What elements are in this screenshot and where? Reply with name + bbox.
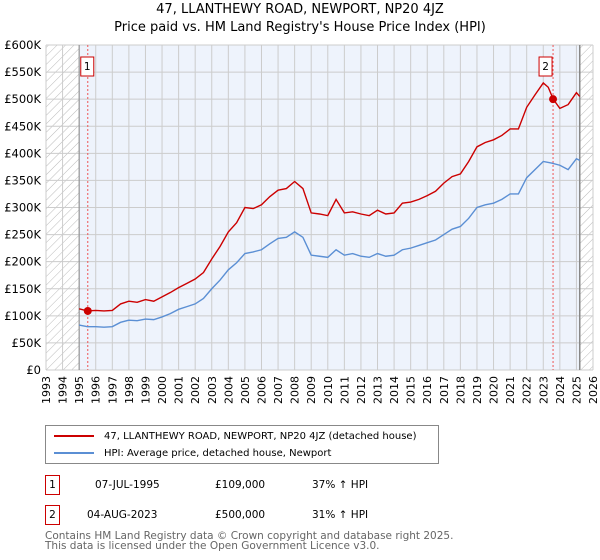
- sale-point: [549, 95, 558, 104]
- x-tick-label: 1994: [57, 376, 70, 404]
- y-tick-label: £600K: [4, 38, 41, 52]
- sale-label: 1: [84, 61, 91, 73]
- y-tick-label: £350K: [4, 173, 41, 187]
- x-tick-label: 2026: [587, 376, 600, 404]
- x-tick-label: 2012: [355, 376, 368, 404]
- legend-blue-line: [54, 452, 94, 454]
- sale-hpi: 31% ↑ HPI: [312, 509, 369, 521]
- footer: Contains HM Land Registry data © Crown c…: [45, 530, 454, 552]
- sale-price: £109,000: [215, 479, 266, 491]
- sale-date: 07-JUL-1995: [95, 479, 160, 491]
- x-tick-label: 2000: [156, 376, 169, 404]
- x-tick-label: 2025: [570, 376, 583, 404]
- sale-row-2: 2 04-AUG-2023 £500,000 31% ↑ HPI: [45, 505, 465, 525]
- x-tick-label: 2001: [173, 376, 186, 404]
- chart-subtitle: Price paid vs. HM Land Registry's House …: [114, 20, 486, 35]
- sale-badge: 1: [45, 475, 60, 495]
- y-tick-label: £100K: [4, 309, 41, 323]
- x-tick-label: 1995: [73, 376, 86, 404]
- y-tick-label: £200K: [4, 255, 41, 269]
- x-tick-label: 2014: [388, 376, 401, 404]
- y-tick-label: £0: [26, 363, 41, 377]
- x-tick-label: 2009: [305, 376, 318, 404]
- x-tick-label: 2007: [272, 376, 285, 404]
- y-tick-label: £150K: [4, 282, 41, 296]
- x-tick-label: 2022: [521, 376, 534, 404]
- legend-property: 47, LLANTHEWY ROAD, NEWPORT, NP20 4JZ (d…: [104, 430, 417, 442]
- x-tick-label: 2006: [255, 376, 268, 404]
- x-tick-label: 2010: [322, 376, 335, 404]
- sale-label-box: [538, 56, 553, 77]
- x-tick-label: 1998: [123, 376, 136, 404]
- chart-plot: 1993 1994 1995 1996 1997 1998 1999 2000 2001 2002…: [4, 38, 600, 404]
- x-tick-label: 2019: [471, 376, 484, 404]
- x-tick-label: 2017: [438, 376, 451, 404]
- x-tick-label: 1997: [106, 376, 119, 404]
- y-tick-label: £550K: [4, 65, 41, 79]
- x-tick-label: 2016: [421, 376, 434, 404]
- x-tick-label: 2002: [189, 376, 202, 404]
- x-tick-label: 2024: [554, 376, 567, 404]
- series-line-property: [78, 81, 581, 312]
- sale-row-1: 1 07-JUL-1995 £109,000 37% ↑ HPI: [45, 475, 465, 495]
- sale-point: [83, 306, 92, 315]
- x-tick-label: 2020: [488, 376, 501, 404]
- y-tick-label: £450K: [4, 119, 41, 133]
- x-tick-label: 2003: [206, 376, 219, 404]
- footer-line-2: This data is licensed under the Open Gov…: [45, 540, 380, 552]
- legend-hpi: HPI: Average price, detached house, Newp…: [104, 447, 332, 459]
- legend: 47, LLANTHEWY ROAD, NEWPORT, NP20 4JZ (d…: [45, 425, 439, 464]
- x-tick-label: 2013: [372, 376, 385, 404]
- chart-title: 47, LLANTHEWY ROAD, NEWPORT, NP20 4JZ: [156, 2, 444, 17]
- x-tick-label: 1996: [90, 376, 103, 404]
- y-tick-label: £50K: [12, 336, 42, 350]
- sale-label-box: [80, 56, 95, 77]
- footer-line-1: Contains HM Land Registry data © Crown c…: [45, 530, 454, 542]
- y-tick-label: £500K: [4, 92, 41, 106]
- series-line-hpi: [79, 157, 581, 328]
- x-tick-label: 1993: [40, 376, 53, 404]
- y-tick-label: £250K: [4, 228, 41, 242]
- legend-red-line: [54, 435, 94, 437]
- x-tick-label: 1999: [139, 376, 152, 404]
- sale-date: 04-AUG-2023: [87, 509, 158, 521]
- y-tick-label: £300K: [4, 201, 41, 215]
- x-tick-label: 2011: [338, 376, 351, 404]
- sale-badge: 2: [45, 505, 60, 525]
- x-tick-label: 2004: [222, 376, 235, 404]
- sale-hpi: 37% ↑ HPI: [312, 479, 369, 491]
- sale-price: £500,000: [215, 509, 266, 521]
- sale-label: 2: [542, 61, 549, 73]
- x-tick-label: 2015: [405, 376, 418, 404]
- x-tick-label: 2018: [454, 376, 467, 404]
- x-tick-label: 2008: [289, 376, 302, 404]
- y-tick-label: £400K: [4, 146, 41, 160]
- x-tick-label: 2023: [537, 376, 550, 404]
- x-tick-label: 2021: [504, 376, 517, 404]
- x-tick-label: 2005: [239, 376, 252, 404]
